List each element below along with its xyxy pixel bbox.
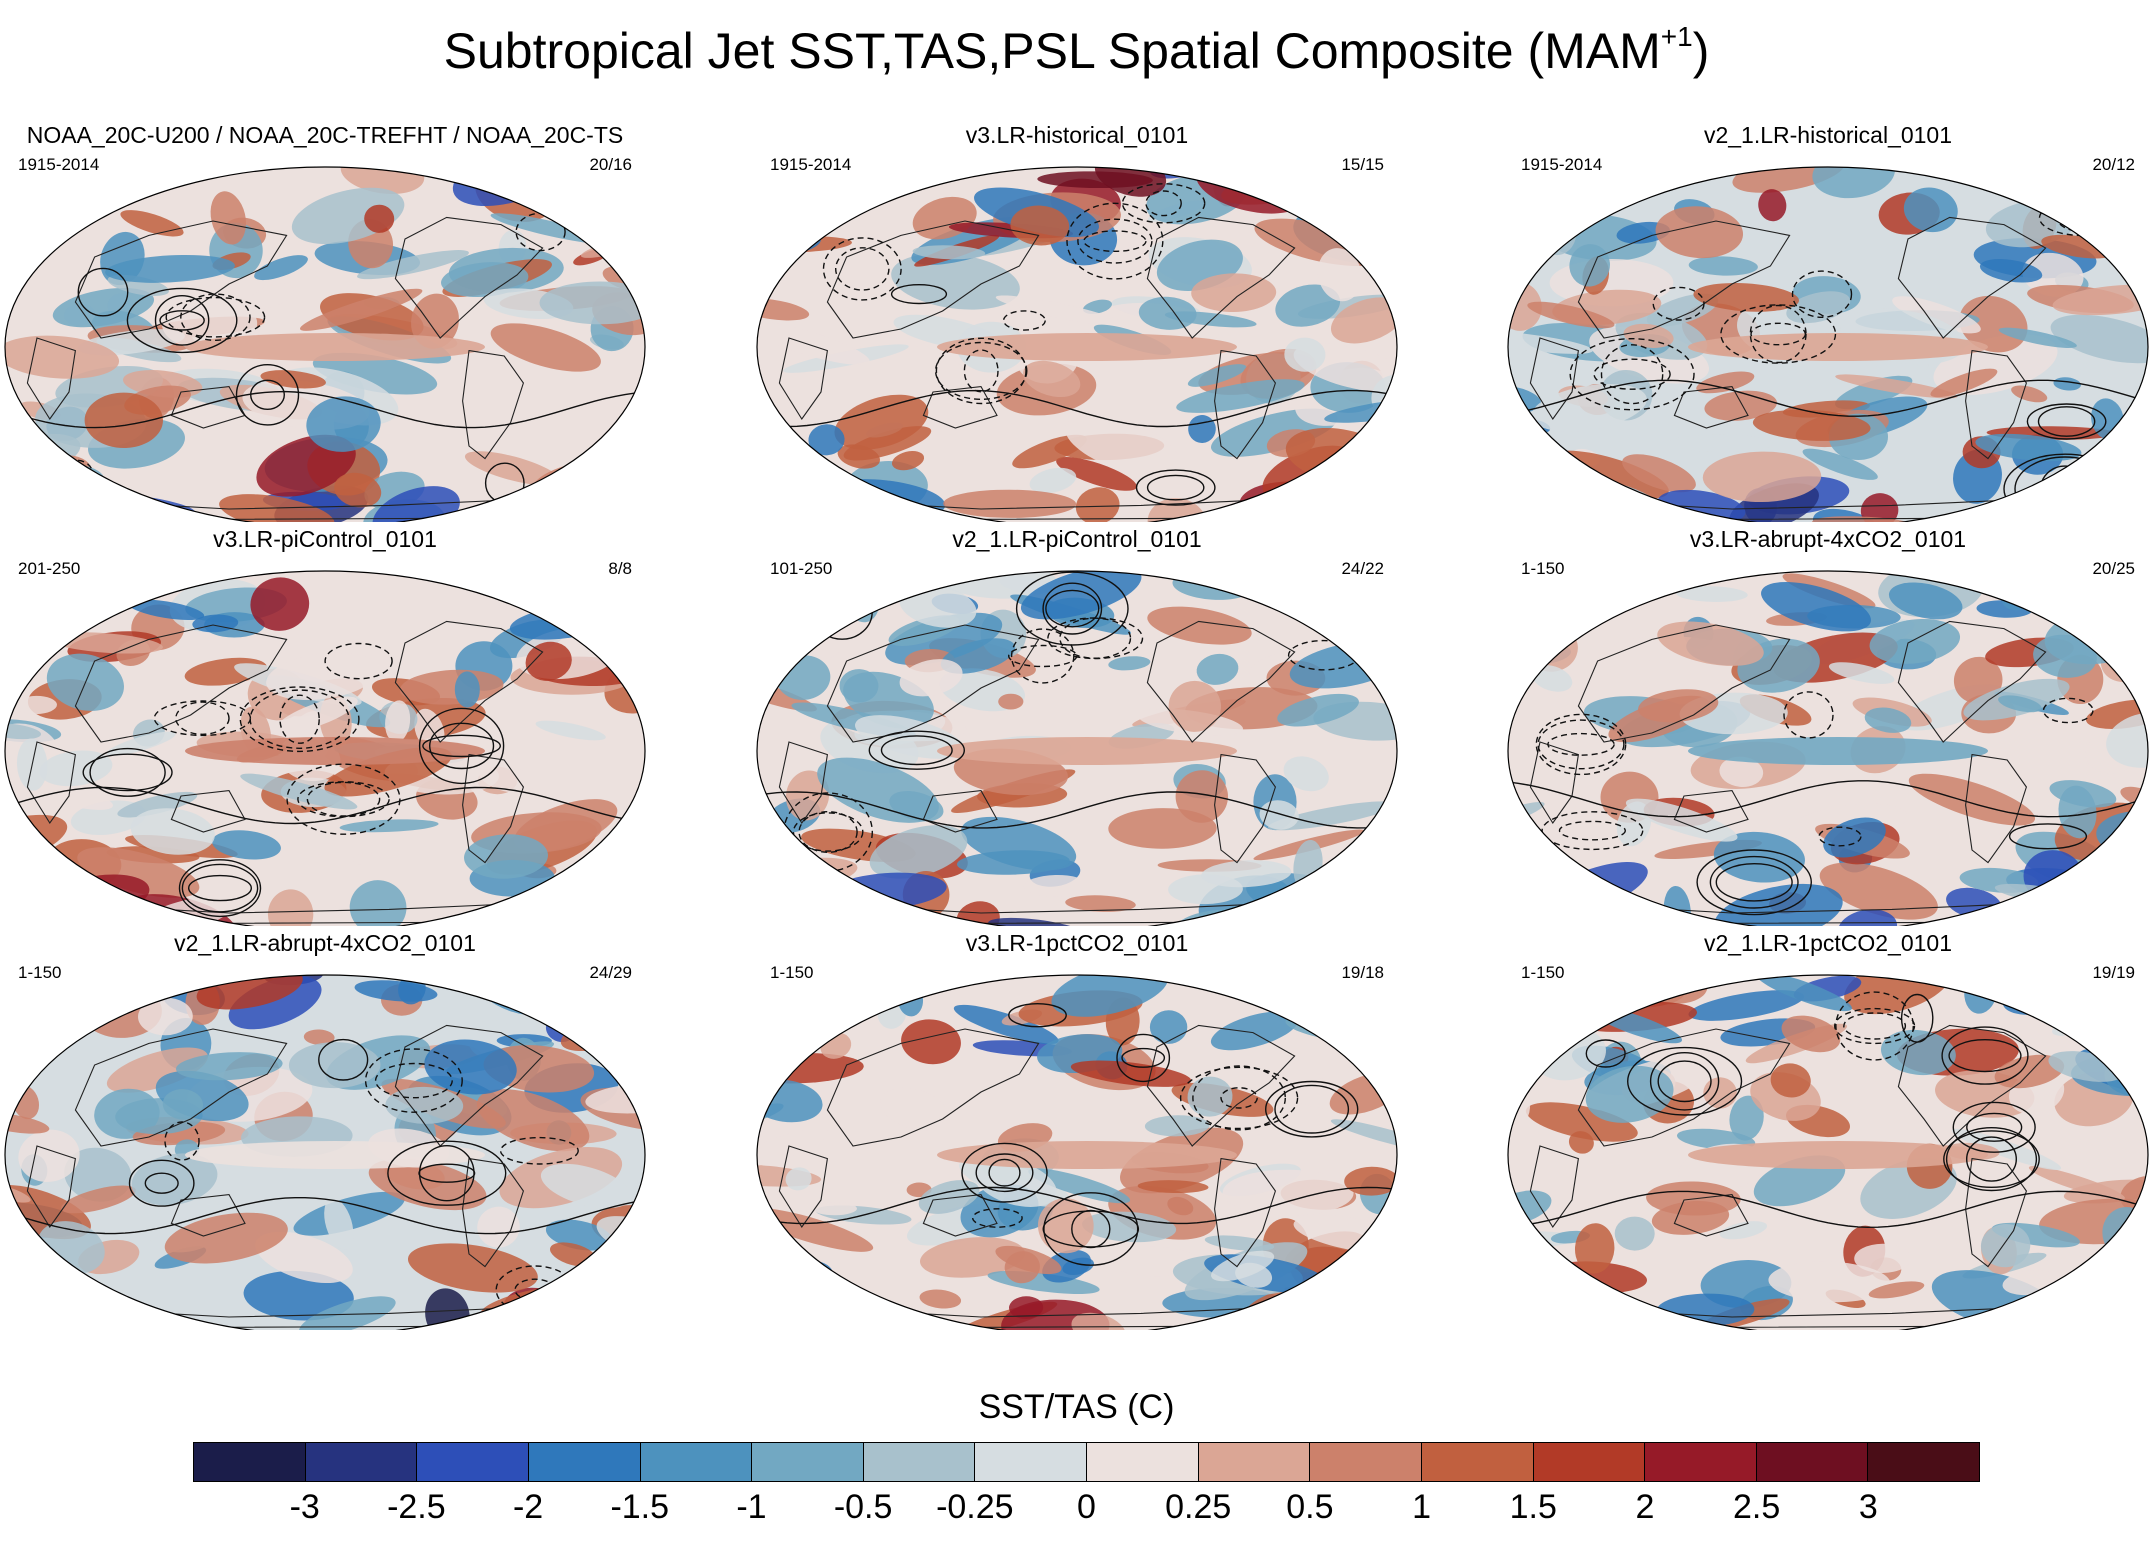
colorbar-swatch (1421, 1443, 1534, 1481)
panel-year-range: 1915-2014 (1521, 155, 1603, 174)
map-panel: v2_1.LR-historical_0101 1915-2014 20/12 (1503, 122, 2153, 522)
figure-title-superscript: +1 (1660, 21, 1693, 53)
colorbar-title: SST/TAS (C) (978, 1388, 1175, 1426)
colorbar-label: 1.5 (1509, 1488, 1557, 1526)
colorbar-swatch (863, 1443, 976, 1481)
map-border (1507, 166, 2149, 522)
panel-year-range: 1-150 (18, 963, 62, 982)
map-panel: v3.LR-piControl_0101 201-250 8/8 (0, 526, 650, 926)
composite-map (1507, 570, 2149, 926)
colorbar-label: -3 (289, 1488, 320, 1526)
map-panel: v3.LR-1pctCO2_0101 1-150 19/18 (752, 930, 1402, 1330)
colorbar-swatch (1533, 1443, 1646, 1481)
panel-event-count: 20/12 (2092, 155, 2135, 174)
composite-map (1507, 974, 2149, 1330)
colorbar (193, 1442, 1980, 1482)
colorbar-label: 1 (1412, 1488, 1432, 1526)
map-panel: NOAA_20C-U200 / NOAA_20C-TREFHT / NOAA_2… (0, 122, 650, 522)
panel-year-range: 1-150 (770, 963, 814, 982)
colorbar-label: -2.5 (387, 1488, 446, 1526)
colorbar-swatch (1756, 1443, 1869, 1481)
panel-year-range: 1-150 (1521, 963, 1565, 982)
panel-year-range: 1-150 (1521, 559, 1565, 578)
composite-map (756, 974, 1398, 1330)
panel-event-count: 8/8 (608, 559, 632, 578)
colorbar-label: 0.5 (1286, 1488, 1334, 1526)
anomaly-field (5, 975, 645, 1330)
colorbar-swatch (640, 1443, 753, 1481)
colorbar-label: -2 (512, 1488, 544, 1526)
map-border (4, 974, 646, 1330)
map-border (756, 974, 1398, 1330)
colorbar-swatch (305, 1443, 418, 1481)
psl-contours (757, 1002, 1397, 1266)
panel-title: v3.LR-1pctCO2_0101 (965, 930, 1189, 956)
colorbar-swatch (1087, 1443, 1199, 1481)
composite-map (756, 166, 1398, 522)
panel-title: v3.LR-piControl_0101 (213, 526, 437, 552)
colorbar-swatch (1645, 1443, 1757, 1481)
panel-event-count: 24/22 (1341, 559, 1384, 578)
colorbar-label: -0.25 (936, 1488, 1014, 1526)
composite-map (4, 974, 646, 1330)
panel-title: v2_1.LR-abrupt-4xCO2_0101 (174, 930, 476, 956)
colorbar-swatch (417, 1443, 529, 1481)
map-border (4, 166, 646, 522)
map-panel: v3.LR-historical_0101 1915-2014 15/15 (752, 122, 1402, 522)
colorbar-label: 0.25 (1165, 1488, 1232, 1526)
panel-event-count: 19/18 (1341, 963, 1384, 982)
map-panel: v2_1.LR-abrupt-4xCO2_0101 1-150 24/29 (0, 930, 650, 1330)
figure-title-close: ) (1692, 23, 1710, 79)
colorbar-swatch (1868, 1443, 1979, 1481)
colorbar-label: -1 (736, 1488, 767, 1526)
psl-contours (1508, 991, 2148, 1229)
anomaly-field (1508, 167, 2148, 522)
map-border (1507, 974, 2149, 1330)
colorbar-label: 0 (1077, 1488, 1096, 1526)
panel-title: v3.LR-abrupt-4xCO2_0101 (1689, 526, 1967, 552)
map-panel: v3.LR-abrupt-4xCO2_0101 1-150 20/25 (1503, 526, 2153, 926)
panel-year-range: 1915-2014 (770, 155, 852, 174)
colorbar-swatch (528, 1443, 641, 1481)
colorbar-label: 2.5 (1732, 1488, 1781, 1526)
colorbar-swatch (1310, 1443, 1422, 1481)
composite-map (4, 166, 646, 522)
map-border (756, 166, 1398, 522)
colorbar-swatch (975, 1443, 1087, 1481)
figure-title: Subtropical Jet SST,TAS,PSL Spatial Comp… (0, 21, 2153, 80)
composite-map (4, 570, 646, 926)
colorbar-swatch (194, 1443, 306, 1481)
colorbar-swatch (752, 1443, 864, 1481)
panel-event-count: 15/15 (1341, 155, 1384, 174)
psl-contours (5, 642, 645, 918)
map-border (756, 570, 1398, 926)
panel-title: NOAA_20C-U200 / NOAA_20C-TREFHT / NOAA_2… (26, 122, 624, 148)
composite-map (1507, 166, 2149, 522)
panel-event-count: 20/25 (2092, 559, 2135, 578)
panel-year-range: 201-250 (18, 559, 81, 578)
map-border (1507, 570, 2149, 926)
colorbar-label: -0.5 (833, 1488, 893, 1526)
colorbar-label: -1.5 (610, 1488, 670, 1526)
panel-year-range: 101-250 (770, 559, 833, 578)
colorbar-label: 2 (1635, 1488, 1655, 1526)
panel-title: v2_1.LR-historical_0101 (1703, 122, 1953, 148)
panel-event-count: 20/16 (589, 155, 632, 174)
panel-title: v3.LR-historical_0101 (965, 122, 1189, 148)
panel-event-count: 19/19 (2092, 963, 2135, 982)
colorbar-swatch (1198, 1443, 1311, 1481)
panel-title: v2_1.LR-piControl_0101 (952, 526, 1202, 552)
composite-map (756, 570, 1398, 926)
panel-title: v2_1.LR-1pctCO2_0101 (1703, 930, 1953, 956)
psl-contours (757, 183, 1397, 506)
map-panel: v2_1.LR-piControl_0101 101-250 24/22 (752, 526, 1402, 926)
colorbar-label: 3 (1858, 1488, 1878, 1526)
figure-title-text: Subtropical Jet SST,TAS,PSL Spatial Comp… (443, 23, 1661, 79)
panel-event-count: 24/29 (589, 963, 632, 982)
psl-contours (1508, 691, 2148, 916)
map-panel: v2_1.LR-1pctCO2_0101 1-150 19/19 (1503, 930, 2153, 1330)
psl-contours (5, 212, 645, 504)
panel-year-range: 1915-2014 (18, 155, 100, 174)
map-border (4, 570, 646, 926)
